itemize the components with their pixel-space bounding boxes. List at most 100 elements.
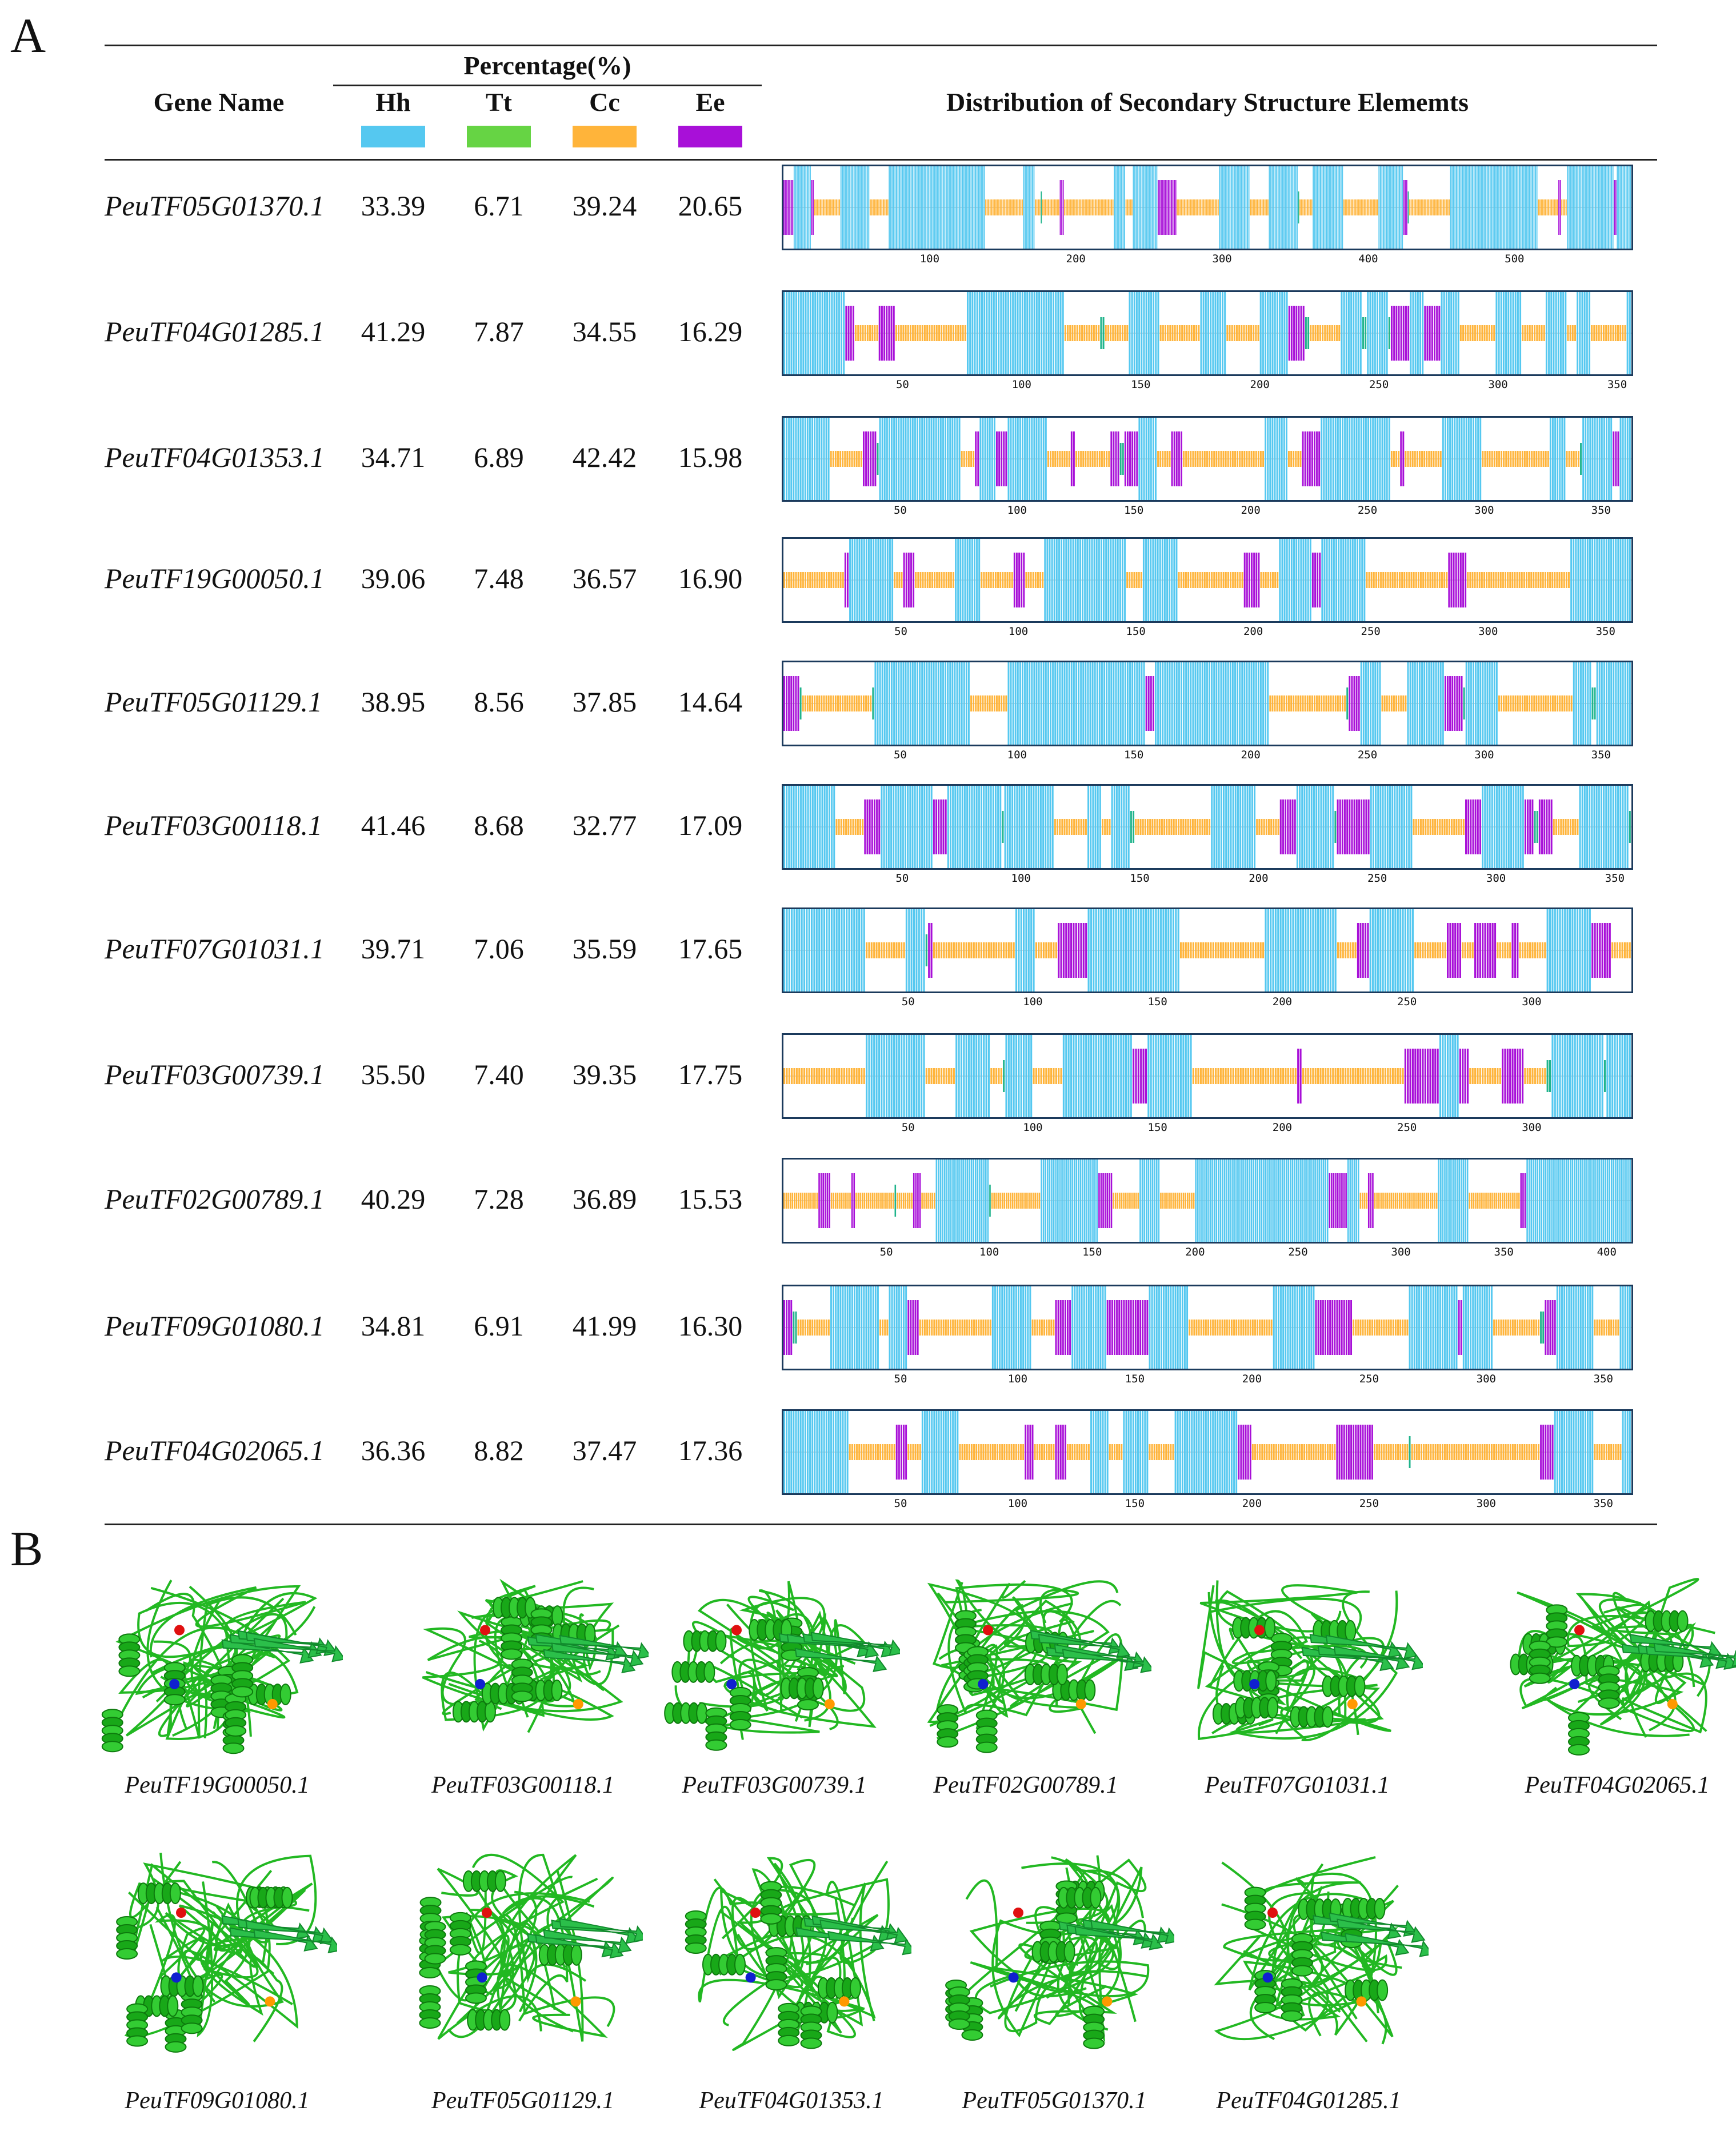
segment-helix [842,1411,844,1493]
segment-helix [902,418,905,500]
segment-coil [1309,1068,1312,1084]
segment-helix [1370,786,1372,868]
segment-strand [1240,1425,1242,1480]
segment-helix [1512,292,1514,374]
segment-helix [1200,292,1202,374]
segment-turn [1603,1060,1606,1092]
segment-helix [1602,166,1603,249]
segment-helix [1206,662,1208,745]
segment-helix [1451,418,1454,500]
segment-coil [1563,572,1565,588]
segment-helix [942,166,944,249]
segment-strand [863,431,865,486]
segment-strand [783,180,785,235]
segment-helix [1308,1286,1310,1369]
segment-coil [1230,1068,1232,1084]
segment-helix [983,786,985,868]
segment-helix [1493,662,1495,745]
segment-coil [1605,1444,1607,1460]
segment-coil [1191,819,1194,835]
segment-strand [1338,1425,1341,1480]
segment-helix [1577,1411,1579,1493]
segment-helix [1322,909,1324,991]
segment-coil [849,1193,851,1209]
segment-helix [1035,292,1038,374]
segment-helix [1574,1160,1575,1242]
segment-strand [1437,1049,1439,1104]
segment-strand [1489,923,1491,978]
segment-helix [1142,909,1145,991]
segment-coil [1399,572,1401,588]
segment-helix [1134,166,1135,249]
segment-helix [932,166,934,249]
segment-coil [1376,1320,1378,1336]
segment-strand [1317,553,1319,607]
segment-coil [1613,1320,1615,1336]
segment-helix [1330,539,1333,621]
segment-coil [1394,572,1396,588]
segment-helix [1144,166,1146,249]
legend-swatch-cc [573,126,637,147]
tick-label: 200 [1272,995,1293,1008]
segment-helix [849,166,850,249]
segment-helix [1349,539,1351,621]
segment-coil [1512,1193,1514,1209]
segment-coil [1310,1444,1313,1460]
segment-coil [1181,199,1182,215]
segment-helix [1397,909,1399,991]
segment-helix [1259,292,1262,374]
segment-helix [798,909,801,991]
segment-helix [1491,786,1493,868]
tick-label: 250 [1359,1373,1379,1385]
segment-helix [1282,909,1285,991]
segment-helix [1220,786,1222,868]
segment-coil [1285,695,1287,711]
segment-coil [1093,199,1095,215]
segment-helix [886,662,888,745]
segment-strand [813,180,814,235]
segment-coil [970,1320,973,1336]
segment-coil [1078,1444,1081,1460]
segment-coil [1367,1068,1369,1084]
segment-helix [862,166,864,249]
segment-coil [1407,1193,1409,1209]
segment-helix [1325,909,1327,991]
segment-helix [1285,1160,1287,1242]
segment-coil [1523,572,1525,588]
segment-coil [1554,572,1556,588]
segment-helix [1347,1160,1349,1242]
segment-coil [814,1193,816,1209]
segment-helix [1173,662,1175,745]
segment-helix [1026,662,1029,745]
segment-turn [1540,1312,1542,1344]
segment-strand [907,553,910,607]
segment-strand [1251,553,1253,607]
segment-helix [1583,166,1585,249]
segment-strand [1369,1425,1371,1480]
segment-helix [1582,1286,1584,1369]
segment-helix [1137,1411,1139,1493]
segment-helix [909,418,911,500]
segment-helix [1299,909,1302,991]
segment-coil [1417,1193,1419,1209]
segment-coil [1467,572,1469,588]
segment-coil [798,1193,799,1209]
segment-helix [1313,1286,1315,1369]
segment-helix [1326,539,1328,621]
segment-helix [1265,418,1267,500]
segment-helix [1335,539,1337,621]
segment-coil [1542,451,1545,467]
cc-percent-cell: 35.59 [572,933,637,965]
segment-helix [808,909,810,991]
segment-helix [1106,1411,1109,1493]
segment-coil [1544,572,1546,588]
segment-strand [913,553,915,607]
segment-coil [1380,1193,1382,1209]
segment-strand [1057,1425,1059,1480]
segment-helix [1025,1286,1027,1369]
segment-coil [1177,199,1178,215]
segment-coil [870,1193,871,1209]
segment-turn [795,1312,797,1344]
tick-label: 300 [1212,253,1232,265]
tick-label: 100 [1007,749,1027,761]
